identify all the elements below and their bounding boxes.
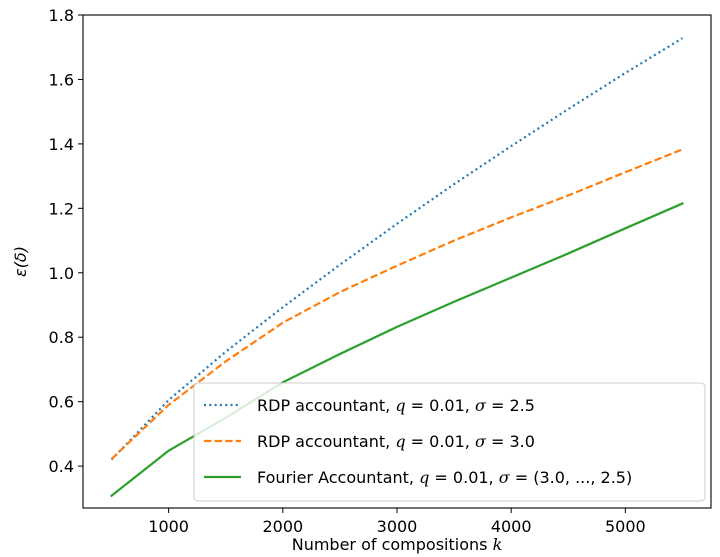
y-axis-label: ε(δ) (11, 246, 30, 277)
x-axis-label: Number of compositions k (292, 535, 503, 554)
y-tick-label: 0.8 (49, 328, 74, 347)
x-tick-label: 2000 (262, 517, 303, 536)
axes: 1000 2000 3000 4000 5000 0.4 0.6 0.8 1.0 1.2 1.4 1.… (11, 6, 712, 554)
legend-label-1: RDP accountant, q = 0.01, σ = 2.5 (257, 396, 535, 415)
y-tick-label: 1.2 (49, 199, 74, 218)
legend-box (193, 382, 706, 502)
y-tick-label: 1.8 (49, 6, 74, 25)
legend-label-2: RDP accountant, q = 0.01, σ = 3.0 (257, 432, 535, 451)
series-line-2 (110, 148, 683, 460)
x-tick-label: 5000 (605, 517, 646, 536)
y-tick-label: 0.4 (49, 457, 74, 476)
y-tick-label: 1.0 (49, 264, 74, 283)
y-tick-label: 1.6 (49, 70, 74, 89)
series-line-1 (110, 37, 684, 461)
y-tick-label: 1.4 (49, 135, 74, 154)
legend-label-3: Fourier Accountant, q = 0.01, σ = (3.0, … (257, 468, 632, 487)
legend: RDP accountant, q = 0.01, σ = 2.5 RDP acc… (193, 382, 706, 502)
y-tick-label: 0.6 (49, 393, 74, 412)
x-tick-label: 4000 (491, 517, 532, 536)
x-tick-label: 1000 (148, 517, 189, 536)
x-tick-label: 3000 (377, 517, 418, 536)
